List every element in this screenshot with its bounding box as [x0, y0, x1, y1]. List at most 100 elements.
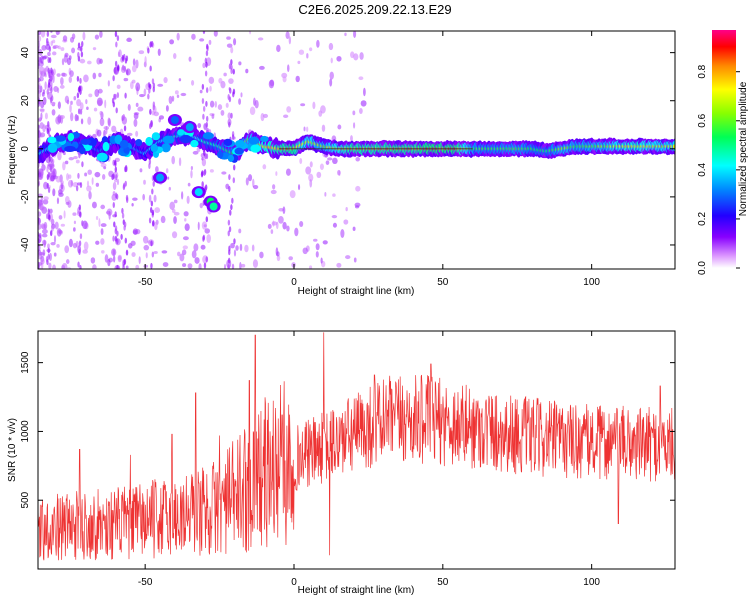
branch-core [170, 115, 179, 124]
speckle [92, 264, 97, 269]
speckle [87, 116, 92, 126]
ridge-blob [180, 134, 192, 144]
speckle [205, 256, 208, 263]
speckle [49, 252, 52, 262]
speckle [77, 51, 80, 58]
speckle [114, 211, 117, 218]
speckle [68, 238, 73, 248]
speckle [38, 56, 42, 62]
speckle [139, 168, 143, 173]
ridge-blob [177, 129, 185, 136]
speckle [188, 56, 192, 62]
speckle [124, 237, 128, 244]
speckle [51, 224, 54, 232]
speckle [43, 196, 49, 201]
speckle [112, 101, 116, 108]
speckle [112, 249, 116, 256]
speckle [204, 228, 211, 234]
speckle [62, 161, 66, 171]
speckle [319, 163, 324, 170]
snr-series-line [38, 332, 675, 561]
colorbar: 0.0 0.2 0.4 0.6 0.8 Normalized spectral ampl… [697, 30, 749, 275]
speckle [259, 251, 264, 259]
speckle [318, 110, 323, 117]
speckle [81, 161, 84, 168]
ridge-blob [248, 136, 260, 145]
speckle [50, 67, 53, 74]
speckle [112, 181, 117, 191]
speckle [360, 100, 367, 107]
speckle [286, 106, 292, 113]
speckle [230, 242, 235, 249]
speckle [148, 158, 152, 165]
speckle [249, 106, 256, 116]
speckle [203, 262, 207, 269]
speckle [268, 79, 275, 89]
speckle [165, 168, 169, 174]
speckle [230, 46, 234, 54]
speckle [77, 42, 81, 49]
snr-y-ticks: 500 1000 1500 [20, 351, 675, 509]
speckle [64, 52, 69, 58]
speckle [143, 264, 149, 268]
spectrogram-frame [37, 30, 676, 270]
speckle [152, 180, 155, 187]
speckle [66, 173, 70, 181]
colorbar-gradient [712, 30, 736, 268]
speckle [42, 96, 47, 106]
speckle [79, 211, 82, 218]
speckle [142, 235, 149, 244]
speckle [133, 118, 138, 127]
speckle [193, 243, 199, 252]
speckle [337, 124, 342, 130]
speckle [208, 39, 212, 45]
speckle [43, 221, 48, 230]
speckle [331, 215, 338, 219]
speckle [303, 126, 306, 132]
speckle [38, 84, 41, 93]
speckle [213, 31, 218, 37]
speckle [86, 106, 89, 111]
speckle [38, 130, 42, 138]
speckle [114, 166, 118, 173]
speckle [143, 88, 147, 96]
speckle [47, 171, 51, 178]
x-tick-label: 100 [583, 277, 600, 288]
speckle [123, 125, 127, 132]
speckle [228, 121, 231, 128]
speckle [39, 204, 45, 211]
speckle [251, 244, 255, 252]
speckle [186, 195, 190, 205]
speckle [327, 157, 333, 161]
speckle [44, 112, 48, 120]
branch-core [156, 173, 165, 182]
speckle [52, 188, 56, 197]
speckle [158, 115, 165, 120]
speckle [272, 184, 276, 190]
speckle [315, 251, 319, 258]
speckle [288, 36, 292, 45]
speckle [322, 240, 328, 245]
colorbar-tick-label: 0.2 [697, 212, 708, 226]
speckle [201, 83, 205, 90]
speckle [169, 39, 175, 45]
speckle [321, 124, 326, 132]
speckle [233, 249, 237, 257]
speckle [79, 233, 83, 240]
speckle [227, 230, 230, 237]
ridge-blob [227, 154, 235, 162]
ridge-blob [151, 132, 161, 141]
speckle [324, 192, 327, 197]
speckle [184, 218, 187, 222]
speckle [182, 236, 189, 241]
ridge-blob [234, 147, 244, 155]
speckle [38, 232, 42, 239]
speckle [114, 31, 118, 38]
speckle [171, 231, 178, 239]
speckle [209, 100, 215, 108]
speckle [343, 219, 349, 225]
speckle [353, 31, 357, 38]
speckle [202, 105, 206, 112]
speckle [52, 264, 56, 269]
branch-core [194, 188, 203, 197]
